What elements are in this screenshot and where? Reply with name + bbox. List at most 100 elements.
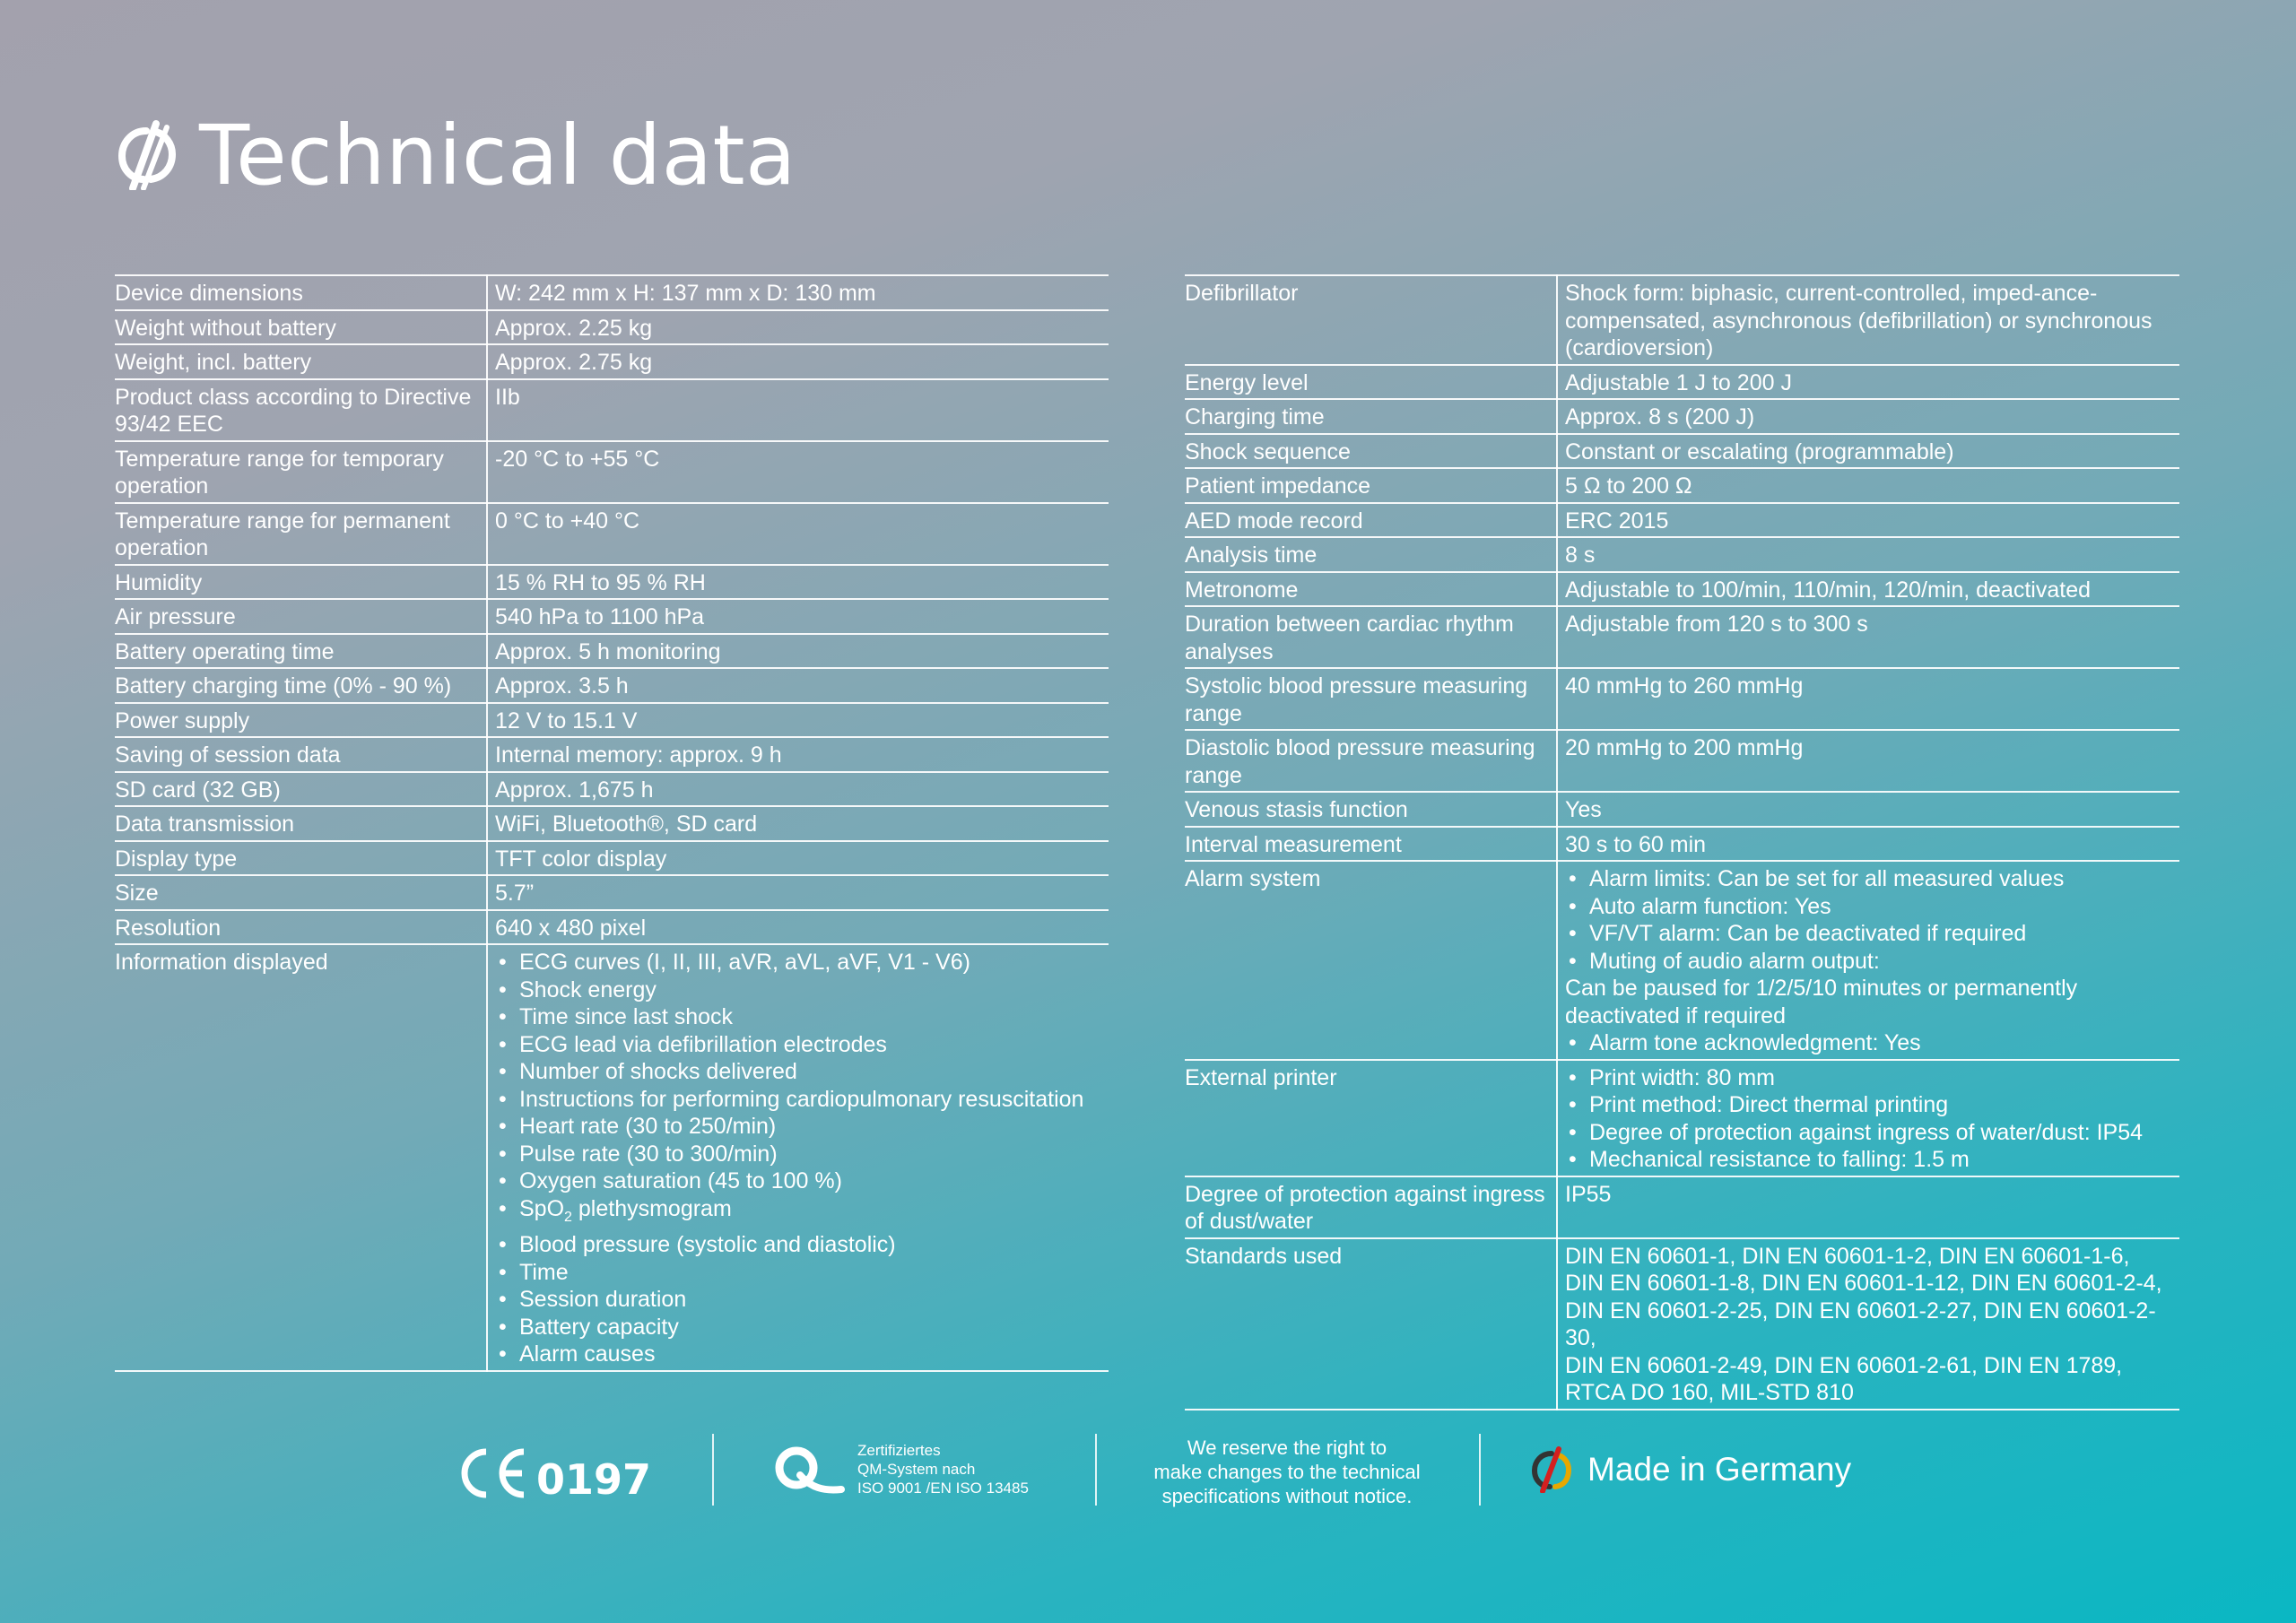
spec-label: Temperature range for permanent operatio… <box>115 502 488 566</box>
spec-label: Charging time <box>1185 399 1558 435</box>
spec-row: Product class according to Directive 93/… <box>115 378 1109 442</box>
spec-value: 20 mmHg to 200 mmHg <box>1557 730 2179 793</box>
spec-value: Adjustable from 120 s to 300 s <box>1557 606 2179 669</box>
spec-value: Print width: 80 mmPrint method: Direct t… <box>1557 1059 2179 1177</box>
spec-label: Weight without battery <box>115 309 488 345</box>
spec-label: Product class according to Directive 93/… <box>115 378 488 442</box>
spec-label: Temperature range for temporary operatio… <box>115 440 488 504</box>
spec-value: 640 x 480 pixel <box>487 909 1109 945</box>
spec-row: Weight without battery Approx. 2.25 kg <box>115 309 1109 345</box>
spec-row: Degree of protection against ingress of … <box>1185 1176 2179 1239</box>
spec-row: Shock sequence Constant or escalating (pr… <box>1185 433 2179 469</box>
spec-label: Air pressure <box>115 599 488 635</box>
spec-value: 12 V to 15.1 V <box>487 702 1109 738</box>
spec-row: Defibrillator Shock form: biphasic, curre… <box>1185 274 2179 366</box>
spec-label: Metronome <box>1185 571 1558 607</box>
spec-label: Information displayed <box>115 944 488 1372</box>
bullet-item: Number of shocks delivered <box>495 1058 1103 1086</box>
bullet-item: Heart rate (30 to 250/min) <box>495 1113 1103 1141</box>
spec-value: Adjustable 1 J to 200 J <box>1557 364 2179 400</box>
spec-value: 5.7” <box>487 875 1109 911</box>
bullet-item: Alarm tone acknowledgment: Yes <box>1565 1029 2174 1057</box>
spec-value: 8 s <box>1557 537 2179 573</box>
spec-row: Energy level Adjustable 1 J to 200 J <box>1185 364 2179 400</box>
ce-logo-icon <box>461 1448 525 1498</box>
spec-row: Weight, incl. battery Approx. 2.75 kg <box>115 344 1109 380</box>
spec-label: Interval measurement <box>1185 826 1558 862</box>
made-in-germany: Made in Germany <box>1530 1446 1851 1493</box>
ce-mark: 0197 <box>456 1437 651 1500</box>
bullet-item: Print width: 80 mm <box>1565 1064 2174 1092</box>
spec-label: Weight, incl. battery <box>115 344 488 380</box>
bullet-item: Time since last shock <box>495 1003 1103 1031</box>
spec-row: Air pressure 540 hPa to 1100 hPa <box>115 599 1109 635</box>
spec-row: Patient impedance 5 Ω to 200 Ω <box>1185 468 2179 504</box>
spec-value: 15 % RH to 95 % RH <box>487 564 1109 600</box>
spec-label: Analysis time <box>1185 537 1558 573</box>
spec-value: Approx. 2.75 kg <box>487 344 1109 380</box>
spec-value: Approx. 3.5 h <box>487 668 1109 704</box>
page-header: Technical data <box>115 106 796 204</box>
spec-row: Device dimensions W: 242 mm x H: 137 mm x… <box>115 274 1109 311</box>
spec-row: Power supply 12 V to 15.1 V <box>115 702 1109 738</box>
spec-value: 0 °C to +40 °C <box>487 502 1109 566</box>
spec-row: Temperature range for permanent operatio… <box>115 502 1109 566</box>
spec-row: Humidity 15 % RH to 95 % RH <box>115 564 1109 600</box>
spec-row: Saving of session data Internal memory: a… <box>115 737 1109 773</box>
spec-label: Saving of session data <box>115 737 488 773</box>
bullet-item: Session duration <box>495 1286 1103 1314</box>
footer-divider <box>712 1434 714 1506</box>
spec-value: 30 s to 60 min <box>1557 826 2179 862</box>
spec-value: IIb <box>487 378 1109 442</box>
spec-label: Power supply <box>115 702 488 738</box>
disclaimer-notice: We reserve the right to make changes to … <box>1130 1436 1444 1508</box>
bullet-item: Alarm causes <box>495 1341 1103 1368</box>
bullet-item: Oxygen saturation (45 to 100 %) <box>495 1167 1103 1195</box>
spec-row: AED mode record ERC 2015 <box>1185 502 2179 538</box>
bullet-item: ECG lead via defibrillation electrodes <box>495 1031 1103 1059</box>
spec-row: Data transmission WiFi, Bluetooth®, SD ca… <box>115 806 1109 842</box>
bullet-item: Battery capacity <box>495 1314 1103 1341</box>
bullet-item: Alarm limits: Can be set for all measure… <box>1565 865 2174 893</box>
spec-row: Diastolic blood pressure measuring range… <box>1185 730 2179 793</box>
spec-label: Diastolic blood pressure measuring range <box>1185 730 1558 793</box>
footer: 0197 Zertifiziertes QM-System nach ISO 9… <box>0 1430 2296 1511</box>
spec-value: Approx. 1,675 h <box>487 771 1109 807</box>
spec-value: 40 mmHg to 260 mmHg <box>1557 668 2179 731</box>
spec-value: Alarm limits: Can be set for all measure… <box>1557 861 2179 1061</box>
spec-row: Duration between cardiac rhythm analyses… <box>1185 606 2179 669</box>
spec-row: Information displayed ECG curves (I, II, … <box>115 944 1109 1372</box>
spec-label: Battery charging time (0% - 90 %) <box>115 668 488 704</box>
spec-row: SD card (32 GB) Approx. 1,675 h <box>115 771 1109 807</box>
spec-value: Internal memory: approx. 9 h <box>487 737 1109 773</box>
standards-text: DIN EN 60601-1, DIN EN 60601-1-2, DIN EN… <box>1565 1243 2162 1351</box>
spec-row: Interval measurement 30 s to 60 min <box>1185 826 2179 862</box>
bullet-item: Mechanical resistance to falling: 1.5 m <box>1565 1146 2174 1174</box>
spec-table-left: Device dimensions W: 242 mm x H: 137 mm x… <box>115 274 1109 1372</box>
spec-row: Size 5.7” <box>115 875 1109 911</box>
spec-label: Size <box>115 875 488 911</box>
brand-flag-icon <box>1531 1446 1572 1493</box>
spec-value: WiFi, Bluetooth®, SD card <box>487 806 1109 842</box>
spec-label: Venous stasis function <box>1185 792 1558 828</box>
spec-label: Systolic blood pressure measuring range <box>1185 668 1558 731</box>
bullet-item: Muting of audio alarm output: <box>1565 948 2174 976</box>
qm-line: ISO 9001 /EN ISO 13485 <box>857 1480 1029 1497</box>
qm-q-logo-icon <box>775 1446 845 1493</box>
spec-label: Battery operating time <box>115 633 488 669</box>
spec-row: External printerPrint width: 80 mmPrint … <box>1185 1059 2179 1177</box>
spec-value: Approx. 5 h monitoring <box>487 633 1109 669</box>
spec-value: ECG curves (I, II, III, aVR, aVL, aVF, V… <box>487 944 1109 1372</box>
spec-row: Battery charging time (0% - 90 %) Approx.… <box>115 668 1109 704</box>
spec-value: ERC 2015 <box>1557 502 2179 538</box>
spec-row: Alarm systemAlarm limits: Can be set for… <box>1185 861 2179 1061</box>
made-in-label: Made in Germany <box>1587 1451 1852 1488</box>
bullet-item: Instructions for performing cardiopulmon… <box>495 1086 1103 1114</box>
bullet-item: Print method: Direct thermal printing <box>1565 1091 2174 1119</box>
spec-label: Device dimensions <box>115 274 488 311</box>
bullet-item: Auto alarm function: Yes <box>1565 893 2174 921</box>
spec-value: TFT color display <box>487 840 1109 876</box>
spec-row: Metronome Adjustable to 100/min, 110/min,… <box>1185 571 2179 607</box>
bullet-list: ECG curves (I, II, III, aVR, aVL, aVF, V… <box>495 949 1103 1368</box>
spec-row: Display type TFT color display <box>115 840 1109 876</box>
